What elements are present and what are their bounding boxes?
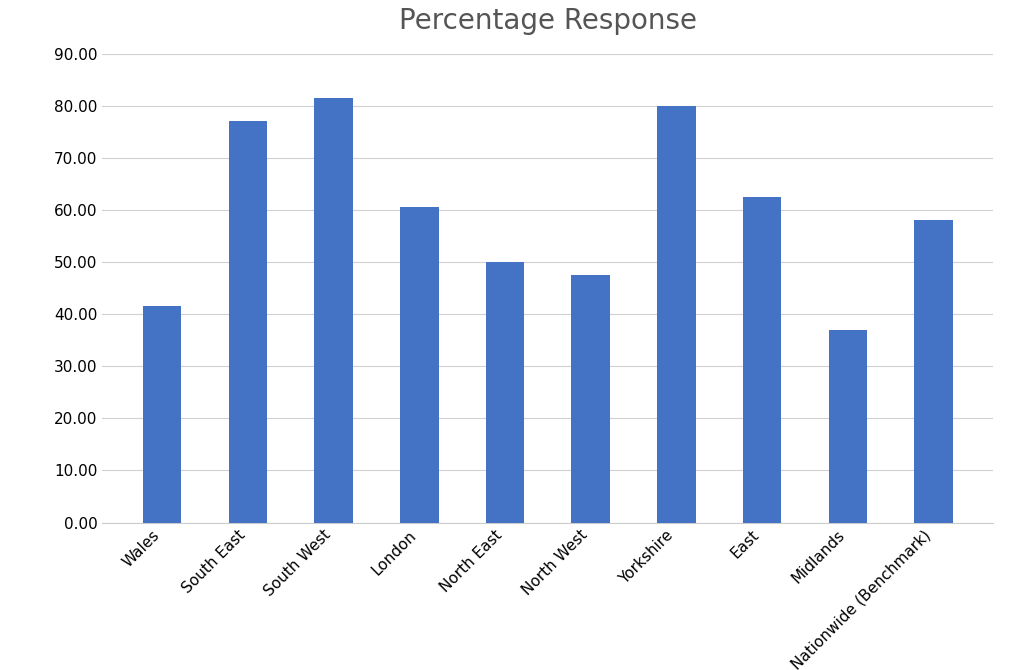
Bar bbox=[143, 306, 181, 523]
Bar bbox=[228, 121, 267, 523]
Bar bbox=[742, 197, 781, 523]
Bar bbox=[657, 106, 695, 523]
Title: Percentage Response: Percentage Response bbox=[398, 7, 697, 35]
Bar bbox=[914, 220, 952, 523]
Bar bbox=[485, 262, 524, 523]
Bar bbox=[828, 330, 867, 523]
Bar bbox=[314, 98, 353, 523]
Bar bbox=[571, 275, 610, 523]
Bar bbox=[400, 207, 438, 523]
